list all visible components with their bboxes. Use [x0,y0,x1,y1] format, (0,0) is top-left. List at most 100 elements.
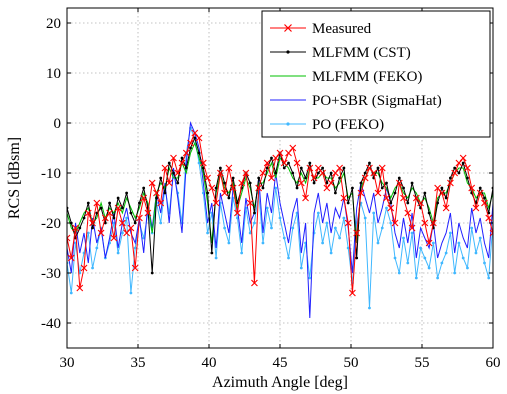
data-point [389,201,393,205]
data-point [172,171,175,175]
x-axis-label: Azimuth Angle [deg] [212,374,348,391]
data-point [380,226,384,230]
data-point [312,181,316,185]
data-point [466,266,469,270]
data-point [297,179,305,187]
data-point [438,189,446,197]
data-point [389,221,393,225]
data-point [374,189,382,197]
data-point [167,161,171,165]
data-point [67,234,71,242]
data-point [329,251,333,255]
y-tick-label: -10 [41,166,61,182]
data-point [208,184,216,192]
data-point [204,174,211,182]
data-point [395,179,403,187]
data-point [316,171,320,175]
data-point [404,209,412,217]
data-point [372,211,376,215]
data-point [193,136,197,140]
data-point [261,241,265,245]
data-point [140,194,148,202]
data-point [355,256,359,260]
data-point [86,201,90,205]
data-point [306,164,314,172]
data-point [218,166,222,170]
data-point [227,241,231,245]
data-point [69,221,73,225]
data-point [125,216,129,220]
data-point [333,226,337,230]
data-point [489,229,493,237]
data-point [417,199,424,207]
data-point [225,164,233,172]
data-point [257,176,261,180]
data-point [468,184,476,192]
data-point [487,211,491,215]
data-point [466,176,469,180]
data-point [447,179,454,187]
data-point [459,154,467,162]
data-point [336,164,344,172]
data-point [148,179,156,187]
x-tick-label: 55 [415,355,430,371]
data-point [103,221,107,225]
data-point [431,241,435,245]
data-point [346,246,350,250]
data-point [397,176,401,180]
data-point [236,201,239,205]
data-point [444,251,448,255]
data-point [302,194,309,202]
data-point [125,191,129,195]
data-point [159,221,163,225]
data-point [393,256,397,260]
data-point [349,289,356,297]
data-point [483,196,486,200]
data-point [89,219,96,227]
data-point [393,191,397,195]
data-point [325,221,329,225]
data-point [116,196,120,200]
data-point [410,231,414,235]
legend-label: Measured [312,21,372,37]
legend-marker [284,24,292,32]
data-point [78,226,82,230]
data-point [91,226,94,230]
data-point [299,166,303,170]
data-point [95,246,99,250]
data-point [449,176,452,180]
data-point [464,164,471,172]
data-point [340,194,348,202]
data-point [86,231,90,235]
data-point [444,196,448,200]
series-3 [67,121,493,319]
data-point [397,271,401,275]
data-point [138,201,141,205]
data-point [321,166,324,170]
data-point [308,161,312,165]
y-tick-label: -30 [41,266,61,282]
data-point [263,159,271,167]
data-point [127,224,135,232]
x-tick-label: 45 [273,355,288,371]
legend-item: PO (FEKO) [270,117,384,133]
data-point [440,186,444,190]
data-point [351,186,354,190]
data-point [184,166,188,170]
data-point [165,179,173,187]
data-point [425,239,433,247]
data-point [163,191,167,195]
y-axis-label: RCS [dBsm] [6,137,23,219]
data-point [223,181,227,185]
data-point [353,229,361,237]
data-point [80,264,88,272]
data-point [97,229,105,237]
data-point [436,201,440,205]
data-point [248,181,252,185]
data-point [451,169,459,177]
data-point [472,204,480,212]
data-point [363,171,367,175]
data-point [487,276,491,280]
data-point [299,266,303,270]
